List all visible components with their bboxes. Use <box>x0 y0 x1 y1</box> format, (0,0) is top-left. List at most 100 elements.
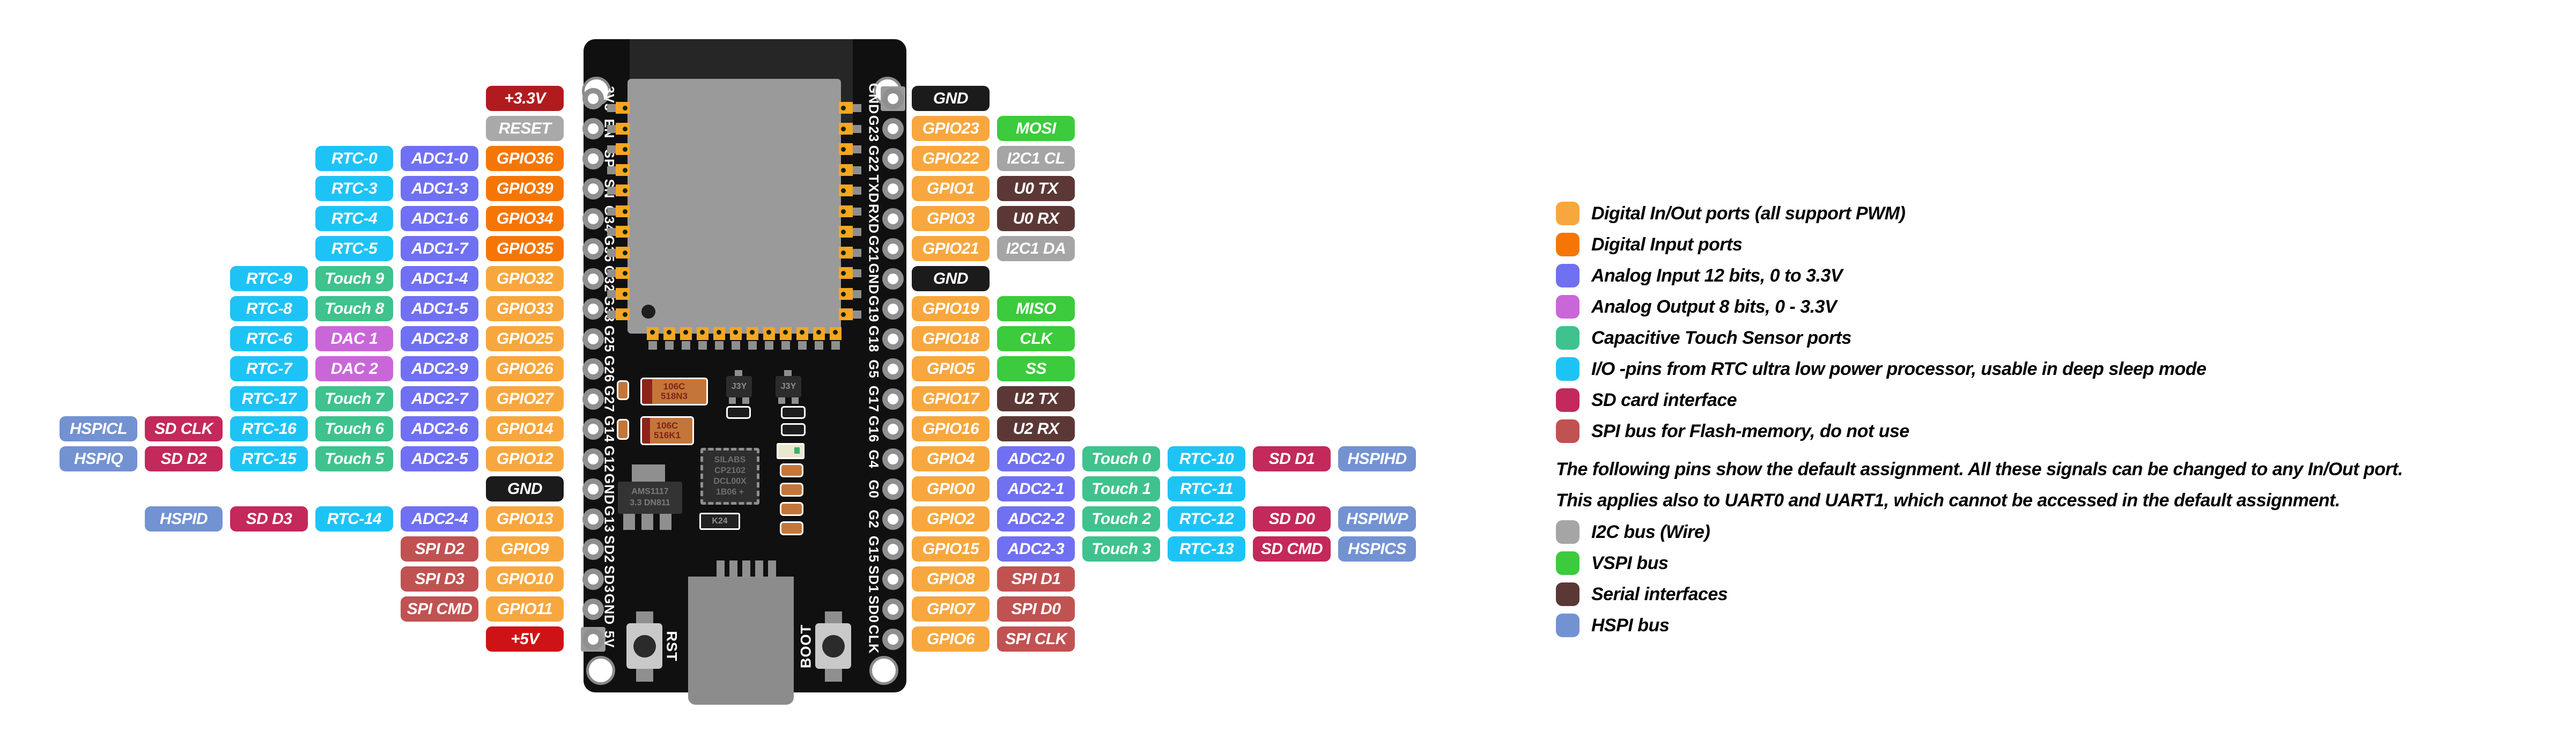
regulator-marking: 3.3 DN811 <box>630 498 670 507</box>
module-pad-stub <box>648 341 657 350</box>
legend-color-swatch <box>1556 233 1579 256</box>
chip-marking: CP2102 <box>714 466 746 475</box>
button-stem <box>825 669 842 682</box>
pin-chip-+3.3v: +3.3V <box>486 86 564 111</box>
module-pad-stub <box>698 341 707 350</box>
silk-right-g21: G21 <box>866 235 881 263</box>
legend-color-swatch <box>1556 419 1579 443</box>
pin-chip-gpio15: GPIO15 <box>912 536 990 562</box>
legend-color-swatch <box>1556 264 1579 287</box>
pin-hole-left <box>582 298 604 320</box>
pin-chip-reset: RESET <box>486 116 564 141</box>
legend-label: VSPI bus <box>1591 552 1669 573</box>
pin-chip-i2c1-cl: I2C1 CL <box>997 146 1075 171</box>
pin-chip-gpio17: GPIO17 <box>912 386 990 411</box>
transistor-marking: J3Y <box>780 382 796 391</box>
smd-resistor <box>781 406 806 419</box>
module-pad-stub <box>682 341 690 350</box>
pin-hole-right <box>882 238 904 260</box>
pin-row-left-11: RTC-17 Touch 7 ADC2-7 GPIO27 <box>0 386 564 411</box>
module-pad-stub <box>607 207 617 216</box>
pin-row-left-12: HSPICL SD CLK RTC-16 Touch 6 ADC2-6 GPIO14 <box>0 416 564 441</box>
pin-chip-gpio14: GPIO14 <box>486 416 564 441</box>
pin-hole-left <box>582 538 604 560</box>
silk-right-g18: G18 <box>866 325 881 353</box>
pin-chip-gpio23: GPIO23 <box>912 116 990 141</box>
pin-row-left-5: RTC-4 ADC1-6 GPIO34 <box>0 206 564 231</box>
transistor-marking: J3Y <box>731 382 747 391</box>
pin-chip-spi-cmd: SPI CMD <box>401 596 478 622</box>
dev-board: 106C 518N3 106C 516K1 J3Y J3Y SILABS CP2… <box>581 39 906 705</box>
pin-row-right-12: GPIO16 U2 RX <box>912 416 1075 441</box>
pin-hole-right <box>882 418 904 440</box>
pin-chip-miso: MISO <box>997 296 1075 321</box>
pin-hole-right <box>882 148 904 169</box>
silk-right-g16: G16 <box>866 415 881 443</box>
capacitor-marking: 106C <box>663 381 685 392</box>
module-pad <box>747 327 758 340</box>
module-pad-stub <box>852 207 861 216</box>
transistor-leg <box>792 397 799 404</box>
legend-label: SPI bus for Flash-memory, do not use <box>1591 420 1909 441</box>
pin-chip-adc2-7: ADC2-7 <box>401 386 478 411</box>
transistor-leg <box>735 370 742 377</box>
pin-hole-right <box>882 629 904 650</box>
pin-hole-left <box>582 388 604 410</box>
silk-left-g25: G25 <box>601 325 617 353</box>
pin-chip-gpio1: GPIO1 <box>912 176 990 201</box>
pin-chip-touch-0: Touch 0 <box>1082 446 1160 471</box>
module-pad-stub <box>781 341 790 350</box>
pin-row-left-13: HSPIQ SD D2 RTC-15 Touch 5 ADC2-5 GPIO12 <box>0 446 564 471</box>
pin-chip-rtc-17: RTC-17 <box>230 386 308 411</box>
silk-right-g23: G23 <box>866 115 881 143</box>
pin-row-right-4: GPIO1 U0 TX <box>912 176 1075 201</box>
pin-row-right-7: GND <box>912 266 990 291</box>
pin-chip-spi-clk: SPI CLK <box>997 626 1075 652</box>
capacitor-marking: 518N3 <box>660 391 688 401</box>
pin-row-left-10: RTC-7 DAC 2 ADC2-9 GPIO26 <box>0 356 564 381</box>
transistor-2: J3Y <box>776 376 801 397</box>
legend-color-swatch <box>1556 551 1579 575</box>
pin-chip-gpio12: GPIO12 <box>486 446 564 471</box>
pin-chip-spi-d3: SPI D3 <box>401 566 478 592</box>
pin-chip-u0-rx: U0 RX <box>997 206 1075 231</box>
pin-hole-left <box>582 328 604 350</box>
legend-item-analog-output-8-bits-0-3.3v: Analog Output 8 bits, 0 - 3.3V <box>1556 295 1837 319</box>
silk-left-g12: G12 <box>601 445 617 473</box>
pin-chip-adc2-2: ADC2-2 <box>997 506 1075 532</box>
pin-row-left-18: SPI CMD GPIO11 <box>0 596 564 622</box>
pin-chip-rtc-0: RTC-0 <box>315 146 393 171</box>
pin-row-right-16: GPIO15 ADC2-3 Touch 3 RTC-13 SD CMD HSPICS <box>912 536 1416 562</box>
pin1-dot <box>641 305 655 319</box>
legend-label: Digital Input ports <box>1591 234 1743 255</box>
regulator-leg <box>660 514 671 530</box>
usb-tooth <box>729 560 737 578</box>
pin-row-right-2: GPIO23 MOSI <box>912 116 1075 141</box>
module-pad <box>647 327 659 340</box>
pin-hole-right <box>882 88 904 109</box>
silk-right-g5: G5 <box>866 359 881 379</box>
regulator-leg <box>623 514 635 530</box>
pin-hole-right <box>882 538 904 560</box>
module-pad <box>616 205 630 217</box>
module-pad <box>839 102 853 114</box>
module-pad <box>839 246 853 259</box>
module-pad-stub <box>715 341 724 350</box>
smd-resistor <box>780 483 803 497</box>
pin-row-right-6: GPIO21 I2C1 DA <box>912 236 1075 261</box>
pin-chip-rtc-16: RTC-16 <box>230 416 308 441</box>
pin-chip-rtc-11: RTC-11 <box>1168 476 1245 501</box>
module-pad-stub <box>607 311 617 319</box>
pin-row-right-15: GPIO2 ADC2-2 Touch 2 RTC-12 SD D0 HSPIWP <box>912 506 1416 532</box>
legend-color-swatch <box>1556 614 1579 637</box>
pin-row-right-1: GND <box>912 86 990 111</box>
silk-left-g26: G26 <box>601 355 617 383</box>
pin-chip-spi-d1: SPI D1 <box>997 566 1075 592</box>
module-pad <box>697 327 708 340</box>
legend-item-serial-interfaces: Serial interfaces <box>1556 582 1728 606</box>
pin-chip-gpio11: GPIO11 <box>486 596 564 622</box>
pin-hole-left <box>582 599 604 620</box>
module-pad <box>616 308 630 320</box>
pin-chip-adc1-0: ADC1-0 <box>401 146 478 171</box>
pin-chip-sd-d0: SD D0 <box>1253 506 1331 532</box>
